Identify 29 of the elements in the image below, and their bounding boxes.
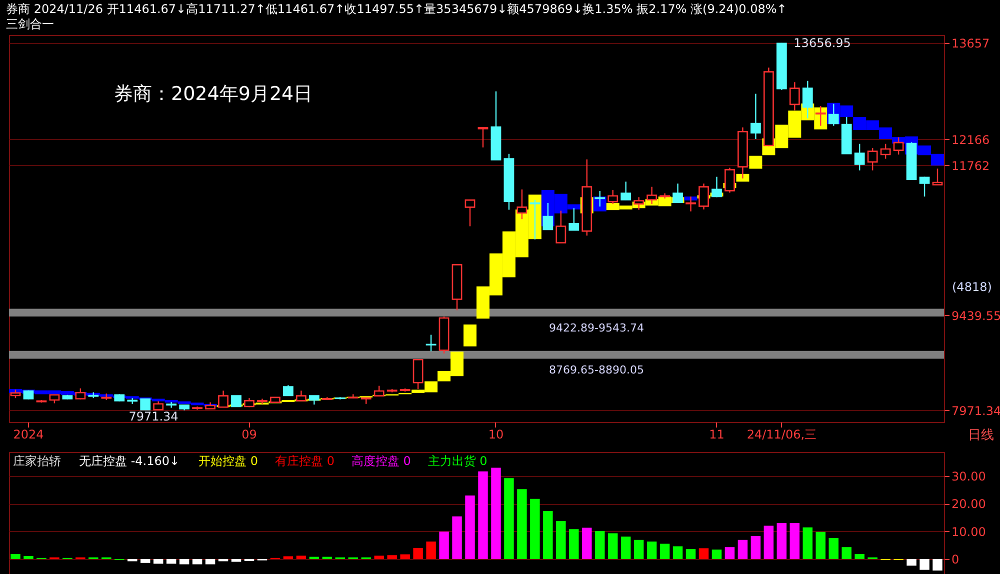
text: 日线	[968, 428, 994, 443]
y-tick-label: 0	[952, 552, 960, 567]
y-tick-label: 13657	[952, 36, 990, 50]
y-tick-label: 7971.34	[952, 404, 1000, 418]
y-tick-label: 30.00	[952, 469, 986, 484]
y-tick-label: 20.00	[952, 497, 986, 512]
y-tick-label: 9439.55	[952, 308, 1000, 323]
chart-title: 庄家抬轿	[13, 454, 61, 468]
x-tick-label: 24/11/06,三	[746, 428, 817, 442]
chart-title: 券商 2024/11/26 开11461.67↓高11711.27↑低11461.67↑收11497.55↑量35345679↓额4579869↓换1.35% 振2.17% 涨(9.24)0.08%↑	[6, 2, 787, 16]
x-tick-label: 10	[488, 428, 504, 442]
annotation: 13656.95	[794, 36, 851, 50]
series-label: 主力出货 0	[428, 454, 488, 468]
text: 高度控盘 0	[351, 454, 411, 468]
x-tick-label: 11	[709, 428, 724, 442]
text: 无庄控盘 -4.160↓	[79, 454, 180, 468]
y-tick-label: 11762	[952, 158, 990, 173]
y-tick-label: 12166	[952, 132, 990, 147]
band-label: 9422.89-9543.74	[549, 322, 644, 335]
y-tick-label: 10.00	[952, 524, 986, 539]
annotation: 7971.34	[128, 409, 178, 424]
x-tick-label: 09	[242, 428, 257, 442]
text: 开始控盘 0	[198, 454, 258, 468]
text: (4818)	[952, 280, 992, 294]
annotation: 券商：2024年9月24日	[114, 83, 313, 105]
chart-subtitle: 三剑合一	[6, 17, 54, 31]
text: 有庄控盘 0	[275, 454, 334, 468]
band-label: 8769.65-8890.05	[549, 364, 644, 377]
x-tick-label: 2024	[13, 428, 44, 442]
